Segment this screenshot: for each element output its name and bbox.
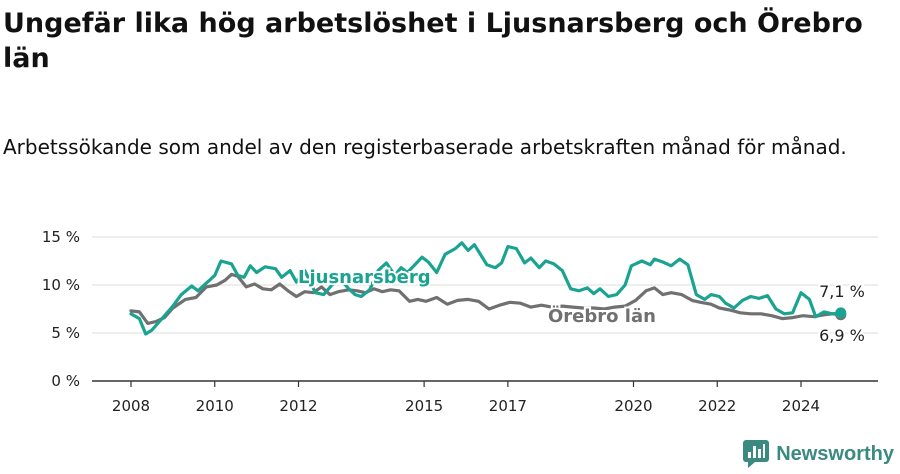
x-tick-label: 2020 (614, 397, 652, 415)
x-tick-label: 2012 (279, 397, 317, 415)
y-tick-label: 0 % (51, 372, 80, 390)
brand-logo: Newsworthy (743, 440, 894, 468)
chart-annotations: Ljusnarsberg Örebro län 7,1 % 6,9 % (296, 265, 867, 347)
chart-grid (92, 236, 878, 334)
series-label-orebro-lan: Örebro län (548, 305, 656, 327)
y-tick-label: 15 % (42, 228, 80, 246)
chart-series (129, 241, 847, 336)
x-tick-label: 2010 (196, 397, 234, 415)
series-end-point-ljusnarsberg (835, 307, 847, 319)
x-tick-label: 2015 (405, 397, 443, 415)
x-tick-label: 2017 (489, 397, 527, 415)
chart-subtitle: Arbetssökande som andel av den registerb… (3, 135, 847, 159)
y-tick-label: 10 % (42, 276, 80, 294)
y-axis: 0 % 5 % 10 % 15 % (42, 228, 80, 390)
series-label-ljusnarsberg: Ljusnarsberg (298, 267, 431, 288)
series-line-ljusnarsberg (129, 241, 843, 336)
y-tick-label: 5 % (51, 324, 80, 342)
chart-title: Ungefär lika hög arbetslöshet i Ljusnars… (3, 8, 863, 74)
x-axis: 2008 2010 2012 2015 2017 2020 2022 2024 (92, 380, 878, 415)
x-tick-label: 2024 (782, 397, 820, 415)
end-value-orebro-lan: 6,9 % (819, 326, 865, 345)
end-value-ljusnarsberg: 7,1 % (819, 282, 865, 301)
brand-name: Newsworthy (776, 442, 894, 465)
x-tick-label: 2008 (112, 397, 150, 415)
newsworthy-logo-icon (743, 440, 770, 468)
series-line-orebro-lan (129, 272, 843, 325)
x-tick-label: 2022 (698, 397, 736, 415)
